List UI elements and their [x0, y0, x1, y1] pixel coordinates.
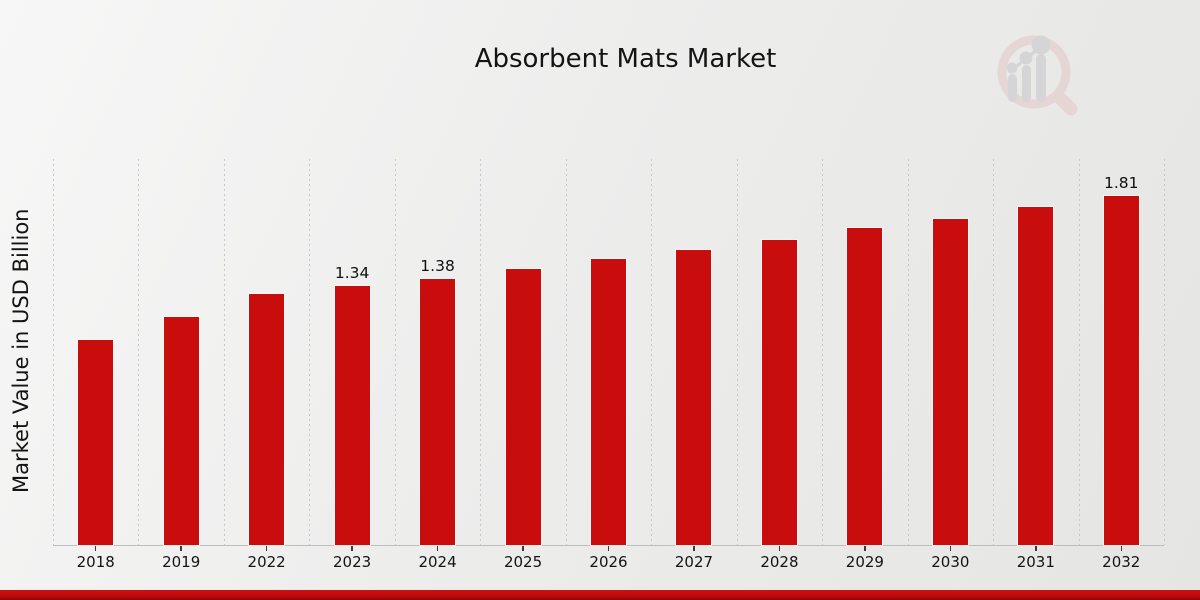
x-tick-label-2030: 2030: [931, 553, 970, 571]
x-tick-label-2029: 2029: [845, 553, 884, 571]
bar-2025: [505, 269, 541, 545]
x-tick-label-2024: 2024: [418, 553, 457, 571]
x-tick-label-2032: 2032: [1102, 553, 1141, 571]
x-axis-tick: [1035, 546, 1037, 551]
bar-2028: [761, 240, 797, 545]
x-axis-tick: [351, 546, 353, 551]
plot-area: 1.34 1.38 1.81: [53, 159, 1165, 546]
gridline: [1164, 159, 1165, 545]
bar-2023: 1.34: [334, 264, 370, 545]
y-axis-label: Market Value in USD Billion: [9, 208, 33, 494]
bar-value-label-2024: 1.38: [420, 256, 455, 275]
bar-value-label-2023: 1.34: [334, 264, 370, 283]
x-axis-tick: [522, 546, 524, 551]
bar-2027: [676, 249, 712, 545]
x-axis-tick: [864, 546, 866, 551]
x-tick-label-2019: 2019: [162, 553, 201, 571]
gridline: [907, 159, 909, 545]
bar-2026: [591, 259, 626, 545]
x-axis-tick: [94, 546, 97, 551]
x-axis-tick: [436, 546, 439, 551]
x-axis-tick: [693, 546, 695, 551]
x-axis-tick: [949, 546, 952, 551]
x-axis-tick: [607, 546, 610, 551]
bar-2018: [78, 340, 114, 545]
gridline: [822, 159, 824, 545]
gridline: [53, 159, 54, 545]
x-axis: 2018 2019 2022 2023 2024 2025 2026 2027 2028 2029…: [53, 545, 1164, 575]
x-tick-label-2028: 2028: [760, 553, 799, 571]
x-tick-label-2031: 2031: [1016, 553, 1055, 571]
x-tick-label-2026: 2026: [589, 553, 628, 571]
gridline: [565, 159, 567, 545]
x-tick-label-2022: 2022: [247, 553, 286, 571]
footer-banner: [0, 590, 1200, 600]
bar-2032: 1.81: [1103, 174, 1139, 545]
x-axis-tick: [1120, 546, 1123, 551]
gridline: [394, 159, 396, 545]
gridline: [309, 159, 311, 545]
gridline: [1078, 159, 1080, 545]
gridline: [138, 159, 140, 545]
mrfr-logo-watermark: [997, 35, 1078, 116]
gridline: [736, 159, 738, 545]
bar-2022: [249, 294, 285, 545]
gridline: [651, 159, 653, 545]
gridline: [480, 159, 482, 545]
x-tick-label-2025: 2025: [503, 553, 543, 571]
bar-value-label-2032: 1.81: [1104, 173, 1139, 192]
x-tick-label-2018: 2018: [76, 553, 115, 571]
bar-chart-glyph: [1006, 35, 1051, 102]
gridline: [223, 159, 225, 545]
chart-title: Absorbent Mats Market: [474, 44, 777, 74]
x-axis-tick: [778, 546, 781, 551]
bar-2029: [847, 228, 883, 545]
bar-2019: [163, 317, 199, 545]
x-axis-tick: [265, 546, 268, 551]
x-tick-label-2023: 2023: [333, 553, 372, 571]
gridline: [993, 159, 995, 545]
bar-2031: [1018, 207, 1054, 545]
x-axis-tick: [180, 546, 182, 551]
x-tick-label-2027: 2027: [674, 553, 714, 571]
bar-2024: 1.38: [420, 257, 456, 545]
bar-2030: [932, 218, 968, 545]
